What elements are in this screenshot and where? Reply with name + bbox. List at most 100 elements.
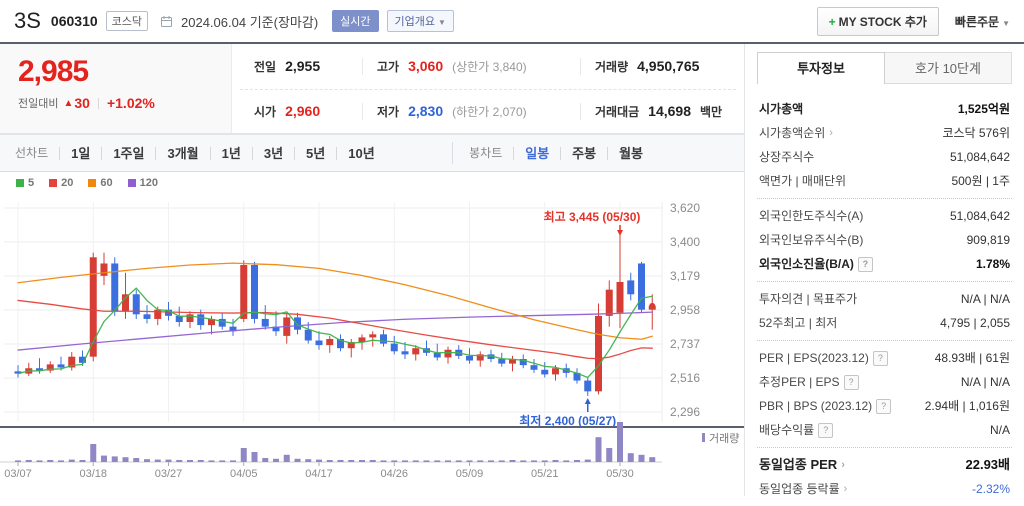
tab-period-10년[interactable]: 10년 (336, 146, 385, 160)
tab-period-1일[interactable]: 1일 (59, 146, 101, 160)
sidebar-tab-투자정보[interactable]: 투자정보 (757, 52, 885, 84)
svg-text:04/17: 04/17 (305, 468, 333, 480)
svg-text:거래량: 거래량 (709, 432, 739, 445)
info-row: 동일업종 PER › 22.93배 (759, 453, 1010, 477)
sidebar-group: 외국인한도주식수(A) 51,084,642 외국인보유주식수(B) 909,819 외… (757, 198, 1012, 281)
tab-period-5년[interactable]: 5년 (294, 146, 336, 160)
info-value: 코스닥 576위 (942, 126, 1010, 140)
info-value: 4,795 | 2,055 (940, 316, 1010, 330)
tab-period-3년[interactable]: 3년 (251, 146, 294, 160)
plus-icon: + (828, 14, 836, 29)
info-value: N/A | N/A (960, 292, 1010, 306)
open-cell: 시가 2,960 (254, 102, 321, 119)
info-label: 액면가 | 매매단위 (759, 169, 846, 193)
info-label-text: 시가총액순위 (759, 126, 826, 140)
info-row: 상장주식수 51,084,642 (759, 145, 1010, 169)
help-icon[interactable]: ? (876, 398, 892, 414)
info-label-text: 52주최고 | 최저 (759, 316, 838, 330)
info-label: 외국인소진율(B/A)? (759, 252, 873, 276)
info-value: N/A | N/A (960, 375, 1010, 389)
tab-period-3개월[interactable]: 3개월 (155, 146, 209, 160)
legend-label: 60 (100, 177, 113, 189)
svg-text:04/05: 04/05 (230, 468, 258, 480)
help-icon[interactable]: ? (857, 256, 873, 272)
help-icon[interactable]: ? (818, 422, 834, 438)
chart-section: 5 20 60 120 3,620 3,400 3,179 2,958 2,737 2,516 2… (0, 172, 744, 496)
tab-candle-일봉[interactable]: 일봉 (513, 146, 560, 160)
tab-period-1주일[interactable]: 1주일 (101, 146, 155, 160)
info-value: 51,084,642 (949, 209, 1010, 223)
info-label-text: 외국인보유주식수(B) (759, 233, 864, 247)
svg-text:최고 3,445 (05/30): 최고 3,445 (05/30) (544, 209, 641, 224)
my-stock-add-button[interactable]: + MY STOCK 추가 (816, 6, 939, 36)
stock-code: 060310 (50, 13, 98, 29)
candlestick-chart-svg: 3,620 3,400 3,179 2,958 2,737 2,516 2,296 03/07… (0, 201, 744, 480)
ma-legend-item: 5 (16, 177, 34, 189)
svg-text:04/26: 04/26 (380, 468, 408, 480)
sidebar-group: 시가총액 1,525억원 시가총액순위 › 코스닥 576위 상장주식수 51,084,64… (757, 92, 1012, 198)
help-icon[interactable]: ? (843, 374, 859, 390)
line-chart-tabs: 선차트 1일 1주일 3개월 1년 3년 5년 10년 (4, 146, 386, 160)
legend-label: 120 (139, 177, 158, 189)
company-overview-button[interactable]: 기업개요 ▼ (386, 10, 454, 32)
up-arrow-icon: ▲ (63, 97, 74, 109)
realtime-button[interactable]: 실시간 (332, 10, 379, 32)
info-label: PBR | BPS (2023.12)? (759, 394, 892, 418)
info-label-text: PBR | BPS (2023.12) (759, 399, 873, 413)
ma-legend-item: 120 (127, 177, 158, 189)
info-label-text: 투자의견 | 목표주가 (759, 292, 858, 306)
info-value: 1,525억원 (957, 102, 1010, 116)
chevron-down-icon: ▼ (1002, 18, 1010, 28)
info-label: 52주최고 | 최저 (759, 311, 837, 335)
trade-value-cell: 거래대금 14,698 백만 (580, 102, 736, 120)
svg-text:05/09: 05/09 (456, 468, 484, 480)
stock-name: 3S (14, 8, 41, 33)
svg-text:05/21: 05/21 (531, 468, 559, 480)
info-row: PBR | BPS (2023.12)? 2.94배 | 1,016원 (759, 394, 1010, 418)
info-label-text: 외국인한도주식수(A) (759, 209, 864, 223)
tab-candle-주봉[interactable]: 주봉 (560, 146, 607, 160)
legend-label: 5 (28, 177, 35, 189)
market-badge: 코스닥 (105, 11, 149, 31)
info-row: 동일업종 등락률 › -2.32% (759, 477, 1010, 501)
sidebar-tab-호가 10단계[interactable]: 호가 10단계 (885, 52, 1012, 84)
current-price: 2,985 (18, 55, 89, 88)
info-label: 추정PER | EPS? (759, 370, 859, 394)
info-label-text: 외국인소진율(B/A) (759, 257, 854, 271)
quick-order-button[interactable]: 빠른주문 ▼ (954, 14, 1010, 29)
svg-text:3,179: 3,179 (670, 269, 700, 283)
info-row: 52주최고 | 최저 4,795 | 2,055 (759, 311, 1010, 335)
quote-date: 2024.06.04 기준(장마감) (181, 14, 319, 30)
change-label: 전일대비 (18, 98, 59, 110)
info-row: 외국인소진율(B/A)? 1.78% (759, 252, 1010, 276)
legend-swatch (88, 179, 97, 187)
info-label: 외국인한도주식수(A) (759, 204, 863, 228)
high-cell: 고가 3,060 (상한가 3,840) (362, 57, 580, 75)
info-row: PER | EPS(2023.12)? 48.93배 | 61원 (759, 346, 1010, 370)
tab-candle-월봉[interactable]: 월봉 (607, 146, 654, 160)
info-row: 시가총액 1,525억원 (759, 97, 1010, 121)
info-value: -2.32% (971, 482, 1010, 496)
current-price-box: 2,985 전일대비 ▲ 30 +1.02% (0, 44, 232, 133)
info-label: 외국인보유주식수(B) (759, 228, 863, 252)
chevron-right-icon: › (841, 459, 845, 471)
change-value: 30 (74, 95, 90, 111)
info-label-text: 추정PER | EPS (759, 375, 840, 389)
svg-text:05/30: 05/30 (606, 468, 634, 480)
info-value: 1.78% (975, 257, 1010, 271)
help-icon[interactable]: ? (872, 350, 888, 366)
chevron-right-icon: › (843, 483, 848, 495)
ohlc-table: 전일 2,955 고가 3,060 (상한가 3,840) 거래량 4,950,765 … (232, 44, 744, 133)
ma-legend-item: 60 (88, 177, 113, 189)
legend-swatch (49, 179, 58, 187)
svg-text:03/27: 03/27 (155, 468, 183, 480)
price-change-row: 전일대비 ▲ 30 +1.02% (18, 95, 231, 111)
info-row: 추정PER | EPS? N/A | N/A (759, 370, 1010, 394)
svg-text:2,737: 2,737 (670, 337, 700, 351)
svg-text:2,296: 2,296 (670, 405, 700, 419)
svg-text:2,958: 2,958 (670, 303, 700, 317)
tab-period-1년[interactable]: 1년 (209, 146, 252, 160)
